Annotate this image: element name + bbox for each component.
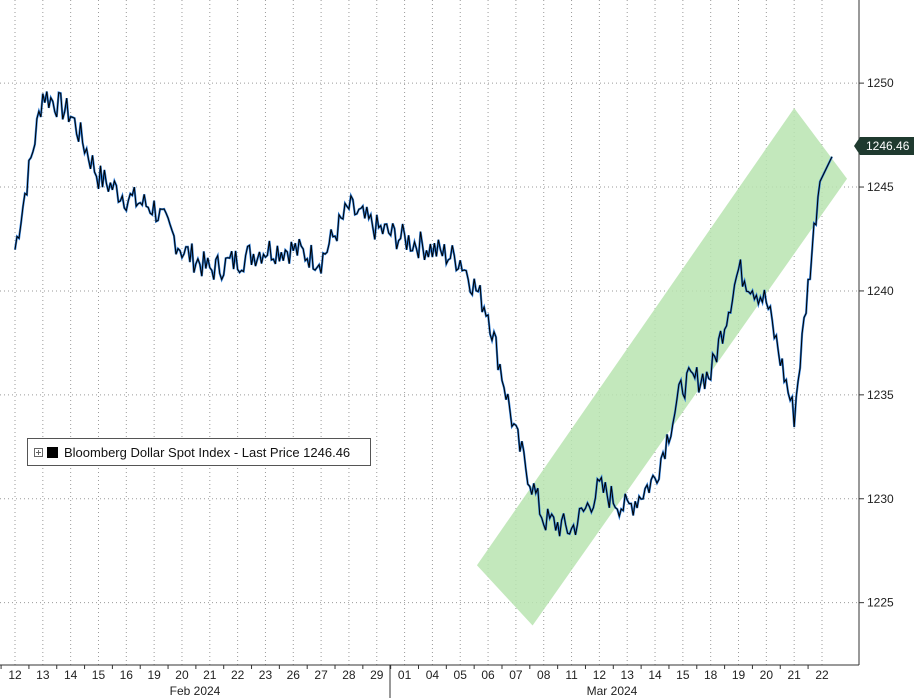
x-tick-label: 01 <box>398 668 412 682</box>
x-tick-label: 26 <box>287 668 301 682</box>
y-tick-label: 1240 <box>867 284 894 298</box>
x-tick-label: 19 <box>732 668 746 682</box>
y-tick-label: 1225 <box>867 596 894 610</box>
x-tick-label: 20 <box>175 668 189 682</box>
month-label: Feb 2024 <box>170 684 221 698</box>
x-tick-label: 07 <box>509 668 523 682</box>
x-tick-label: 18 <box>704 668 718 682</box>
trend-channel-band <box>476 108 848 626</box>
x-tick-label: 21 <box>787 668 801 682</box>
legend-label: Bloomberg Dollar Spot Index - Last Price… <box>64 444 351 460</box>
x-tick-label: 08 <box>537 668 551 682</box>
trend-channel <box>476 108 848 626</box>
x-tick-label: 29 <box>370 668 384 682</box>
x-tick-label: 13 <box>621 668 635 682</box>
x-tick-label: 22 <box>231 668 245 682</box>
x-tick-label: 04 <box>426 668 440 682</box>
x-tick-label: 12 <box>593 668 607 682</box>
x-tick-label: 28 <box>342 668 356 682</box>
x-tick-label: 14 <box>64 668 78 682</box>
x-tick-label: 23 <box>259 668 273 682</box>
x-tick-label: 14 <box>648 668 662 682</box>
legend: Bloomberg Dollar Spot Index - Last Price… <box>27 438 371 466</box>
x-tick-label: 13 <box>36 668 50 682</box>
x-tick-label: 19 <box>147 668 161 682</box>
legend-swatch <box>47 446 58 458</box>
series-line <box>14 91 833 537</box>
x-tick-label: 11 <box>565 668 578 682</box>
x-tick-label: 20 <box>760 668 774 682</box>
y-tick-label: 1230 <box>867 492 894 506</box>
month-label: Mar 2024 <box>587 684 638 698</box>
x-tick-label: 27 <box>314 668 328 682</box>
x-tick-label: 22 <box>815 668 829 682</box>
x-tick-label: 15 <box>676 668 690 682</box>
x-tick-label: 06 <box>481 668 495 682</box>
last-price-tag: 1246.46 <box>854 137 914 155</box>
price-series <box>13 91 833 537</box>
y-tick-label: 1245 <box>867 180 894 194</box>
y-tick-label: 1235 <box>867 388 894 402</box>
y-tick-label: 1250 <box>867 76 894 90</box>
legend-toggle-icon[interactable] <box>34 447 43 457</box>
axes <box>0 0 860 698</box>
y-axis-ticks: 1225 1230 1235 1240 1245 1250 <box>859 76 894 610</box>
x-tick-label: 21 <box>203 668 217 682</box>
x-axis-ticks: 12 13 14 15 16 19 20 21 22 23 26 27 28 29 01 04 05 06 07 08… <box>0 665 829 698</box>
x-tick-label: 16 <box>120 668 134 682</box>
x-tick-label: 12 <box>8 668 22 682</box>
x-tick-label: 15 <box>92 668 106 682</box>
x-tick-label: 05 <box>454 668 468 682</box>
